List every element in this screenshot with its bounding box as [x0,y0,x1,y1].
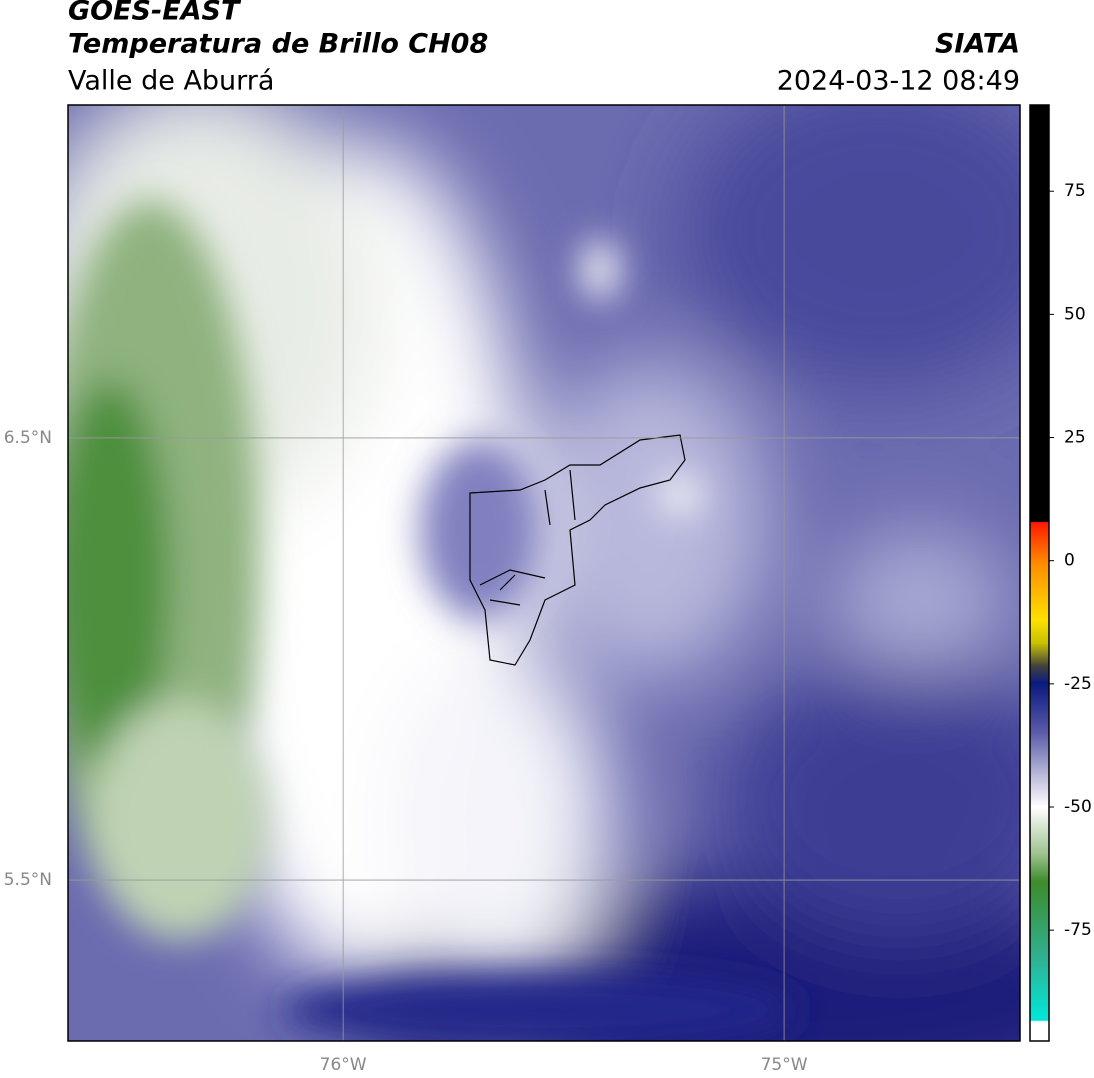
municipal-boundaries [469,434,686,666]
graticule [68,105,1020,1041]
lat-label: 6.5°N [4,428,52,448]
colorbar-tick-label: 75 [1064,181,1086,201]
region: Valle de Aburrá [68,66,274,97]
colorbar-tick-label: 50 [1064,304,1086,324]
title: GOES-EAST [68,0,242,27]
colorbar-tick-label: -25 [1064,674,1092,694]
source: SIATA [935,29,1020,60]
colorbar-tick-label: -75 [1064,920,1092,940]
map-frame [67,104,1021,1042]
lon-label: 75°W [761,1055,808,1075]
subtitle: Temperatura de Brillo CH08 [68,29,488,60]
colorbar [1029,104,1050,1042]
datetime: 2024-03-12 08:49 [777,66,1020,97]
colorbar-tick-label: 0 [1064,551,1075,571]
lon-label: 76°W [320,1055,367,1075]
colorbar-tick-label: 25 [1064,428,1086,448]
lat-label: 5.5°N [4,870,52,890]
satellite-image [68,105,1020,1041]
colorbar-tick-label: -50 [1064,797,1092,817]
